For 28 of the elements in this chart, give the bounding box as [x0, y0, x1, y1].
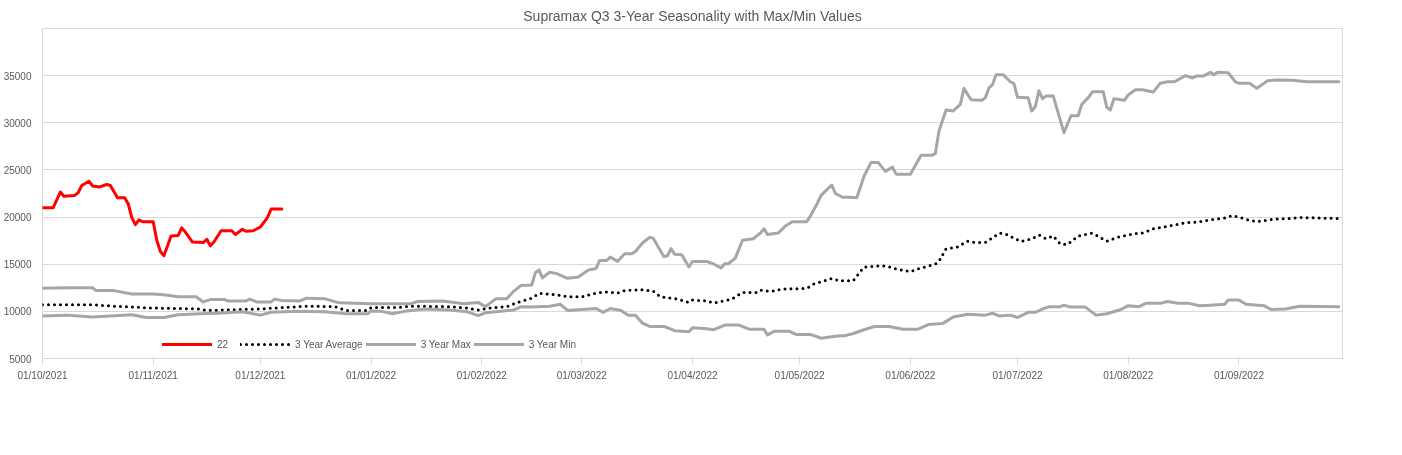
legend-label: 3 Year Max	[420, 338, 471, 350]
y-tick-label: 15000	[3, 259, 32, 271]
line-series	[42, 70, 1341, 309]
line-series	[42, 214, 1341, 312]
line-series	[42, 179, 284, 258]
x-tick-label: 01/07/2022	[992, 369, 1043, 381]
x-tick-label: 01/11/2021	[128, 369, 179, 381]
x-tick-label: 01/12/2021	[235, 369, 286, 381]
text: 3 Year Min	[528, 338, 576, 350]
y-tick-label: 25000	[3, 164, 32, 176]
y-tick-label: 10000	[3, 306, 32, 318]
x-tick-label: 01/04/2022	[667, 369, 718, 381]
y-tick-label: 35000	[3, 70, 32, 82]
x-tick-label: 01/02/2022	[456, 369, 508, 381]
x-tick-label: 01/03/2022	[556, 369, 608, 381]
x-tick-label: 01/10/2021	[17, 369, 68, 381]
y-tick-label: 30000	[3, 117, 32, 129]
line-series	[42, 298, 1341, 340]
legend-label: 3 Year Average	[295, 338, 363, 350]
x-tick-label: 01/05/2022	[774, 369, 826, 381]
x-tick-label: 01/09/2022	[1213, 369, 1265, 381]
x-tick-label: 01/01/2022	[346, 369, 397, 381]
x-tick-label: 01/08/2022	[1103, 369, 1154, 381]
chart-title: Supramax Q3 3-Year Seasonality with Max/Min Values	[523, 7, 862, 24]
y-tick-label: 20000	[3, 212, 32, 224]
x-tick-label: 01/06/2022	[885, 369, 936, 381]
y-tick-label: 5000	[9, 353, 32, 365]
legend-label: 22	[217, 338, 230, 350]
